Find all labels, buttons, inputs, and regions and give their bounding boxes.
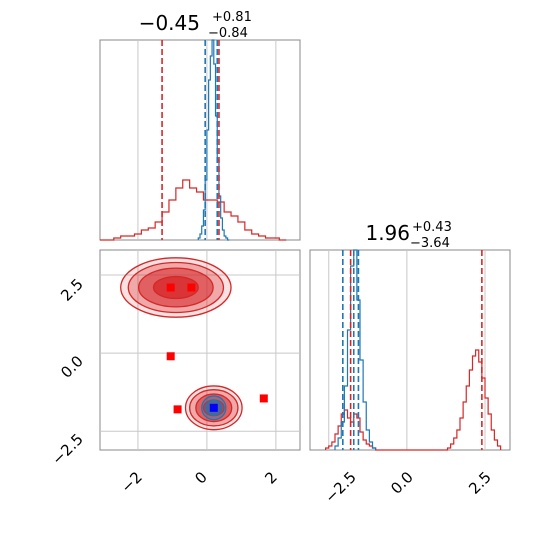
xtick-label: 2.5 <box>465 468 495 498</box>
contour-level <box>152 275 199 300</box>
panel-bottom-right-histogram <box>309 249 511 451</box>
marker-point <box>173 405 182 414</box>
panel-bottom-left-contour <box>99 249 301 451</box>
title-top-left-plus: +0.81 <box>212 10 252 25</box>
xtick-label: −2 <box>117 468 145 496</box>
histogram-series <box>100 179 287 241</box>
xtick-label: 0.0 <box>387 468 417 498</box>
title-bottom-right-plus: +0.43 <box>412 220 452 235</box>
ytick-label: 2.5 <box>57 275 87 305</box>
ytick-label: 0.0 <box>57 352 87 382</box>
panel-frame <box>309 249 511 451</box>
histogram-series <box>197 39 230 241</box>
title-top-left-minus: −0.84 <box>208 26 248 41</box>
ytick-label: −2.5 <box>48 430 86 468</box>
xtick-label: 0 <box>191 468 210 487</box>
marker-point <box>166 352 175 361</box>
histogram-series <box>334 249 377 450</box>
marker-point <box>166 283 175 292</box>
title-top-left-value: −0.45 <box>139 11 200 35</box>
title-bottom-right-value: 1.96 <box>365 221 410 245</box>
marker-point <box>187 283 196 292</box>
marker-point <box>259 394 268 403</box>
title-bottom-right-minus: −3.64 <box>410 236 450 251</box>
xtick-label: −2.5 <box>321 468 359 506</box>
xtick-label: 2 <box>261 468 280 487</box>
marker-point <box>209 403 218 412</box>
panel-frame <box>99 39 301 241</box>
panel-top-left-histogram <box>99 39 301 241</box>
